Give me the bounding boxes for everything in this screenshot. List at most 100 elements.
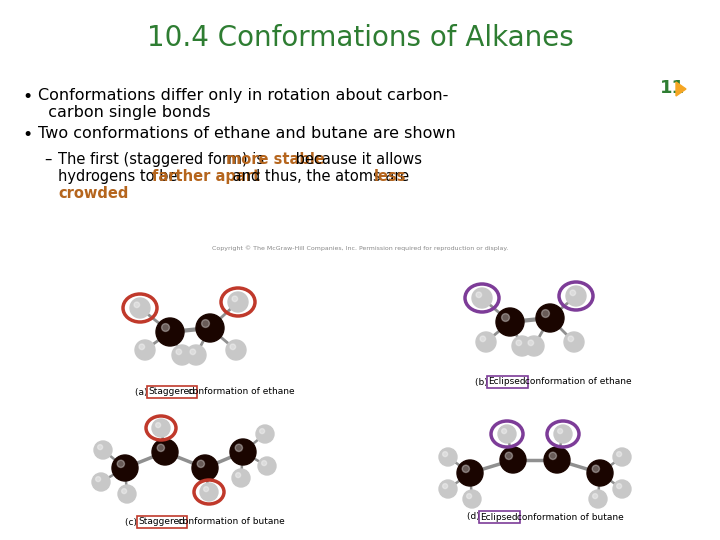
Circle shape [192,455,218,481]
Circle shape [616,451,621,457]
Circle shape [161,323,169,332]
Circle shape [204,487,209,491]
Text: conformation of butane: conformation of butane [513,512,624,522]
Circle shape [557,429,562,434]
Text: farther apart: farther apart [152,169,260,184]
Text: conformation of ethane: conformation of ethane [521,377,631,387]
Circle shape [232,296,238,302]
Circle shape [186,345,206,365]
Circle shape [467,494,472,498]
Text: because it allows: because it allows [291,152,422,167]
Text: conformation of ethane: conformation of ethane [185,388,294,396]
Polygon shape [676,82,686,96]
Circle shape [480,336,485,342]
Text: Eclipsed: Eclipsed [480,512,518,522]
Circle shape [549,452,557,460]
Circle shape [439,448,457,466]
Text: –: – [44,152,51,167]
Circle shape [500,447,526,473]
Circle shape [544,447,570,473]
Circle shape [554,425,572,443]
Circle shape [593,494,598,498]
Circle shape [476,332,496,352]
Circle shape [566,286,586,306]
Circle shape [196,314,224,342]
Circle shape [202,320,210,327]
Circle shape [502,314,510,321]
Text: and thus, the atoms are: and thus, the atoms are [228,169,414,184]
Circle shape [443,451,448,457]
Circle shape [613,448,631,466]
Circle shape [228,292,248,312]
Circle shape [536,304,564,332]
Circle shape [135,340,155,360]
Circle shape [512,336,532,356]
Text: Eclipsed: Eclipsed [488,377,526,387]
Text: (a): (a) [135,388,150,396]
Text: (c): (c) [125,517,140,526]
Circle shape [587,460,613,486]
Circle shape [152,419,170,437]
Text: hydrogens to be: hydrogens to be [58,169,182,184]
Circle shape [112,455,138,481]
Circle shape [528,340,534,346]
Text: Staggered: Staggered [148,388,195,396]
Circle shape [190,349,196,355]
Circle shape [230,344,235,349]
Text: conformation of butane: conformation of butane [175,517,284,526]
Text: crowded: crowded [58,186,128,201]
Circle shape [134,302,140,308]
Circle shape [443,484,448,489]
Circle shape [130,298,150,318]
Circle shape [117,460,125,468]
Circle shape [502,429,507,434]
Circle shape [176,349,181,355]
Circle shape [505,452,513,460]
Circle shape [457,460,483,486]
Circle shape [235,444,243,451]
Text: Two conformations of ethane and butane are shown: Two conformations of ethane and butane a… [38,126,456,141]
Circle shape [200,483,218,501]
Circle shape [139,344,145,349]
Circle shape [258,457,276,475]
Text: Staggered: Staggered [138,517,185,526]
Circle shape [92,473,110,491]
Text: •: • [22,126,32,144]
Circle shape [152,439,178,465]
Text: Copyright © The McGraw-Hill Companies, Inc. Permission required for reproduction: Copyright © The McGraw-Hill Companies, I… [212,245,508,251]
Circle shape [564,332,584,352]
Circle shape [593,465,600,472]
Text: Conformations differ only in rotation about carbon-
  carbon single bonds: Conformations differ only in rotation ab… [38,88,449,120]
Circle shape [122,489,127,494]
Circle shape [439,480,457,498]
Circle shape [235,472,240,478]
Circle shape [613,480,631,498]
Circle shape [261,461,266,465]
Circle shape [616,484,621,489]
Text: more stable: more stable [226,152,325,167]
Circle shape [496,308,524,336]
Circle shape [256,425,274,443]
Text: 11: 11 [660,79,685,97]
Circle shape [541,309,549,318]
Text: less: less [374,169,407,184]
Circle shape [94,441,112,459]
Circle shape [260,429,265,434]
Circle shape [498,425,516,443]
Circle shape [570,290,575,295]
Circle shape [524,336,544,356]
Circle shape [172,345,192,365]
Circle shape [568,336,574,342]
Text: 10.4 Conformations of Alkanes: 10.4 Conformations of Alkanes [147,24,573,52]
Circle shape [463,490,481,508]
Circle shape [476,292,482,298]
Text: (b): (b) [475,377,490,387]
Text: (d): (d) [467,512,482,522]
Circle shape [96,477,101,482]
Circle shape [589,490,607,508]
Circle shape [226,340,246,360]
Text: The first (staggered form) is: The first (staggered form) is [58,152,269,167]
Circle shape [156,423,161,428]
Circle shape [98,444,103,450]
Circle shape [157,444,164,451]
